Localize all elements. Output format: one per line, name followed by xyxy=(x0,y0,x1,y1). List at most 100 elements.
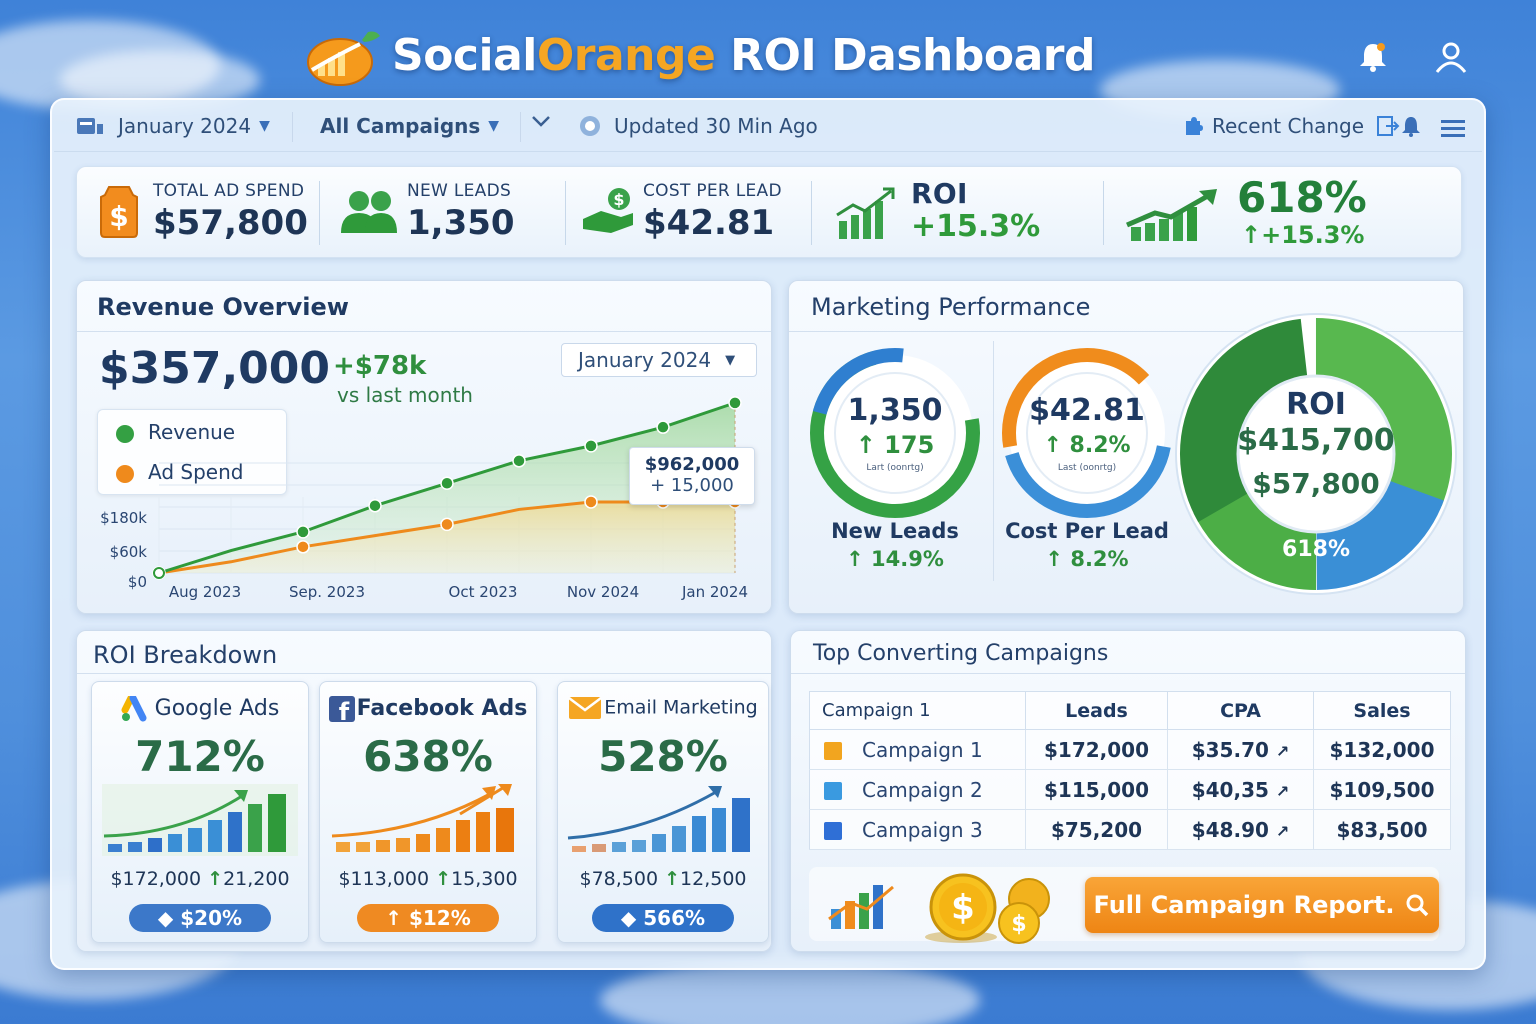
cost-per-lead-ring xyxy=(1002,348,1172,518)
legend-revenue: Revenue xyxy=(116,420,235,444)
leads-label-change: ↑ 14.9% xyxy=(846,547,944,571)
x-tick-label: Sep. 2023 xyxy=(289,583,365,601)
x-tick-label: Jan 2024 xyxy=(681,583,748,601)
recent-change-button[interactable]: Recent Change xyxy=(1182,114,1400,138)
chevron-down-icon: ▼ xyxy=(259,118,270,134)
campaign-cpa: $40,35 ↗ xyxy=(1167,769,1314,810)
toolbar: January 2024 ▼ All Campaigns ▼ Updated 3… xyxy=(54,102,1482,152)
calendar-icon xyxy=(77,118,103,134)
svg-text:f: f xyxy=(338,698,349,722)
roi-breakdown-panel: ROI Breakdown Google Ads 712% xyxy=(76,630,772,952)
kpi-total-ad-spend[interactable]: $ TOTAL AD SPEND $57,800 xyxy=(97,177,327,249)
cpl-label: Cost Per Lead xyxy=(1005,519,1169,543)
roi-card-facebook-ads[interactable]: f Facebook Ads 638% $113,000 ↑15,300 ↑ $… xyxy=(319,681,537,943)
kpi-label: ROI xyxy=(911,177,968,210)
campaign-cpa: $48.90 ↗ xyxy=(1167,809,1314,850)
user-profile-icon[interactable] xyxy=(1434,40,1468,74)
update-status: Updated 30 Min Ago xyxy=(578,114,818,138)
campaign-leads: $115,000 xyxy=(1025,769,1168,810)
bell-icon[interactable] xyxy=(1400,114,1422,138)
kpi-roi-change: ↑+15.3% xyxy=(1241,221,1365,249)
leads-label: New Leads xyxy=(831,519,959,543)
clock-icon xyxy=(580,116,600,136)
panel-title: ROI Breakdown xyxy=(93,641,278,669)
table-row[interactable]: Campaign 1 $172,000 $35.70 ↗ $132,000 xyxy=(809,729,1451,770)
kpi-roi-percent[interactable]: 618% ↑+15.3% xyxy=(1123,173,1443,249)
google-ads-icon xyxy=(121,694,147,722)
revenue-date-select[interactable]: January 2024 ▼ xyxy=(561,343,757,377)
kpi-value: $42.81 xyxy=(643,203,775,243)
campaign-filter-dropdown[interactable]: All Campaigns ▼ xyxy=(320,114,499,138)
kpi-new-leads[interactable]: NEW LEADS 1,350 xyxy=(339,177,559,249)
kpi-value: 1,350 xyxy=(407,203,515,243)
growth-arrow-icon xyxy=(1126,189,1217,241)
panel-title: Marketing Performance xyxy=(811,293,1091,321)
puzzle-icon xyxy=(1186,117,1203,135)
growth-chart-icon xyxy=(836,187,895,239)
roi-card-pill: ◆ 566% xyxy=(592,904,734,932)
revenue-point xyxy=(728,396,742,410)
column-header[interactable]: Sales xyxy=(1313,691,1451,730)
campaign-leads: $75,200 xyxy=(1025,809,1168,850)
marketing-performance-panel: Marketing Performance 1,350 ↑ 175 Lart (… xyxy=(788,280,1464,614)
kpi-cost-per-lead[interactable]: $ COST PER LEAD $42.81 xyxy=(581,177,811,249)
roi-donut-chart xyxy=(1175,313,1457,595)
y-tick-label: $0 xyxy=(128,573,147,591)
top-campaigns-panel: Top Converting Campaigns Campaign 1 Lead… xyxy=(790,630,1466,952)
panel-title: Top Converting Campaigns xyxy=(813,641,1109,666)
kpi-strip: $ TOTAL AD SPEND $57,800 NEW LEADS 1,350… xyxy=(76,166,1462,258)
table-row[interactable]: Campaign 2 $115,000 $40,35 ↗ $109,500 xyxy=(809,769,1451,810)
chart-legend: Revenue Ad Spend xyxy=(97,409,287,495)
mini-bar-chart xyxy=(331,784,514,852)
mini-bar-chart xyxy=(567,786,750,852)
x-tick-label: Aug 2023 xyxy=(169,583,241,601)
facebook-icon: f xyxy=(328,696,355,726)
ad-spend-point xyxy=(584,495,598,509)
roi-card-pill: ↑ $12% xyxy=(357,904,499,932)
x-tick-label: Nov 2024 xyxy=(567,583,639,601)
app-title: SocialOrange ROI Dashboard xyxy=(392,30,1095,81)
date-filter-dropdown[interactable]: January 2024 ▼ xyxy=(76,114,270,138)
column-header[interactable]: CPA xyxy=(1167,691,1314,730)
full-report-button[interactable]: Full Campaign Report. xyxy=(1085,877,1439,933)
tooltip-value: $962,000 xyxy=(644,454,740,475)
expand-chevron-button[interactable] xyxy=(530,114,552,128)
svg-text:$: $ xyxy=(109,200,128,233)
report-chart-icon xyxy=(828,885,894,929)
roi-card-percent: 638% xyxy=(363,732,493,781)
origin-point xyxy=(153,567,165,579)
menu-icon[interactable] xyxy=(1440,118,1466,138)
notification-bell-icon[interactable] xyxy=(1356,40,1390,74)
revenue-total: $357,000 xyxy=(99,343,331,394)
leads-ring-value: 1,350 xyxy=(847,393,943,428)
coins-icon: $ $ xyxy=(925,873,1050,944)
kpi-label: NEW LEADS xyxy=(407,181,512,201)
ad-spend-point xyxy=(296,540,310,554)
roi-card-email-marketing[interactable]: Email Marketing 528% $78,500 ↑12,500 ◆ 5… xyxy=(557,681,769,943)
roi-card-percent: 712% xyxy=(135,732,265,781)
svg-text:$: $ xyxy=(951,888,975,928)
y-tick-label: $180k xyxy=(100,509,147,527)
cpl-ring-value: $42.81 xyxy=(1029,393,1145,428)
column-header[interactable]: Campaign 1 xyxy=(809,691,1026,730)
table-row[interactable]: Campaign 3 $75,200 $48.90 ↗ $83,500 xyxy=(809,809,1451,850)
campaign-leads: $172,000 xyxy=(1025,729,1168,770)
dashboard-frame: January 2024 ▼ All Campaigns ▼ Updated 3… xyxy=(50,98,1486,970)
revenue-point xyxy=(656,420,670,434)
campaign-filter-label: All Campaigns xyxy=(320,114,481,138)
campaign-name: Campaign 3 xyxy=(809,809,1026,850)
revenue-point xyxy=(512,454,526,468)
roi-card-pill: ◆ $20% xyxy=(129,904,271,932)
legend-ad-spend: Ad Spend xyxy=(116,460,243,484)
y-tick-label: $60k xyxy=(110,543,148,561)
roi-donut-label: ROI xyxy=(1286,387,1346,422)
cpl-label-change: ↑ 8.2% xyxy=(1045,547,1129,571)
kpi-label: TOTAL AD SPEND xyxy=(153,181,305,201)
leads-ring-sub: Lart (oonrtg) xyxy=(866,463,924,473)
column-header[interactable]: Leads xyxy=(1025,691,1168,730)
report-button-label: Full Campaign Report. xyxy=(1093,891,1395,919)
revenue-change-caption: vs last month xyxy=(337,383,473,407)
panel-title: Revenue Overview xyxy=(97,293,349,321)
kpi-roi[interactable]: ROI +15.3% xyxy=(833,177,1053,249)
roi-card-google-ads[interactable]: Google Ads 712% $172,000 ↑21,200 ◆ $20% xyxy=(91,681,309,943)
